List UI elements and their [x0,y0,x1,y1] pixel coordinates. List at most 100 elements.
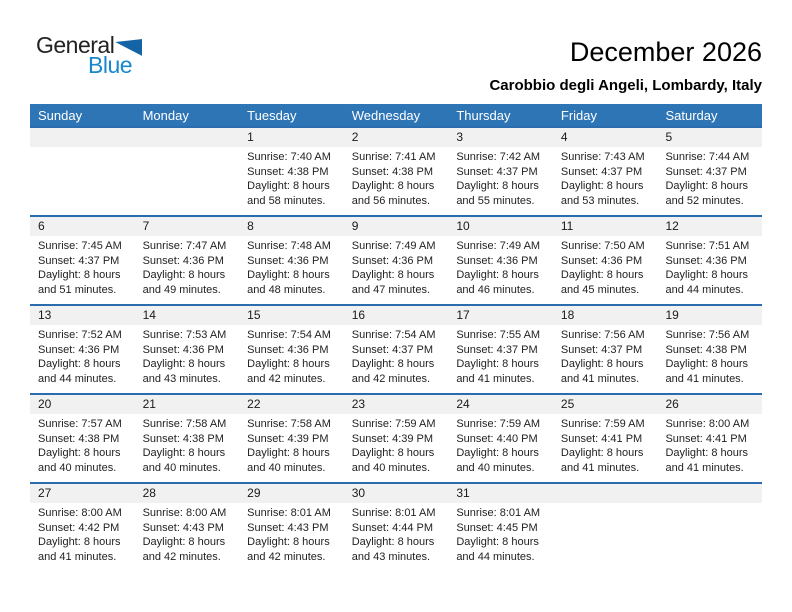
day-number: 17 [448,306,553,325]
daylight-text: Daylight: 8 hours and 42 minutes. [247,536,330,563]
day-number: 31 [448,484,553,503]
week-row: 13 Sunrise: 7:52 AM Sunset: 4:36 PM Dayligh… [30,304,763,393]
daylight-text: Daylight: 8 hours and 42 minutes. [247,358,330,385]
day-info: Sunrise: 7:51 AM Sunset: 4:36 PM Daylight:… [657,236,762,297]
weekday-tuesday: Tuesday [247,107,297,123]
day-info: Sunrise: 7:54 AM Sunset: 4:37 PM Daylight:… [344,325,449,386]
daylight-text: Daylight: 8 hours and 41 minutes. [38,536,121,563]
day-number: 21 [134,395,240,414]
sunrise-text: Sunrise: 7:55 AM [456,329,541,341]
sunrise-text: Sunrise: 7:50 AM [560,240,645,252]
empty-day-cell [552,484,658,571]
sunrise-text: Sunrise: 7:58 AM [142,418,227,430]
daylight-text: Daylight: 8 hours and 41 minutes. [560,358,644,385]
day-info: Sunrise: 7:59 AM Sunset: 4:40 PM Daylight:… [448,414,553,475]
daylight-text: Daylight: 8 hours and 53 minutes. [560,180,644,207]
daylight-text: Daylight: 8 hours and 48 minutes. [247,269,330,296]
sunrise-text: Sunrise: 7:48 AM [247,240,331,252]
weekday-sunday: Sunday [38,107,83,123]
daylight-text: Daylight: 8 hours and 55 minutes. [456,180,539,207]
day-number: 20 [30,395,135,414]
daylight-text: Daylight: 8 hours and 40 minutes. [142,447,226,474]
daylight-text: Daylight: 8 hours and 42 minutes. [142,536,226,563]
sunset-text: Sunset: 4:39 PM [351,432,434,445]
day-number: 5 [657,128,763,147]
day-info: Sunrise: 8:01 AM Sunset: 4:44 PM Daylight:… [344,503,449,564]
day-number: 24 [448,395,553,414]
sunset-text: Sunset: 4:38 PM [38,432,120,445]
day-cell: 1 Sunrise: 7:40 AM Sunset: 4:38 PM Daylight… [239,128,344,215]
sunset-text: Sunset: 4:37 PM [560,165,643,178]
day-number: 14 [134,306,240,325]
day-info: Sunrise: 7:53 AM Sunset: 4:36 PM Daylight:… [135,325,240,386]
daylight-text: Daylight: 8 hours and 40 minutes. [247,447,330,474]
day-cell: 21 Sunrise: 7:58 AM Sunset: 4:38 PM Dayligh… [134,395,240,482]
day-cell: 7 Sunrise: 7:47 AM Sunset: 4:36 PM Daylight… [134,217,240,304]
day-cell: 4 Sunrise: 7:43 AM Sunset: 4:37 PM Daylight… [552,128,658,215]
daylight-text: Daylight: 8 hours and 56 minutes. [351,180,435,207]
day-number: 4 [552,128,658,147]
day-info: Sunrise: 7:58 AM Sunset: 4:39 PM Daylight:… [239,414,344,475]
sunrise-text: Sunrise: 7:57 AM [38,418,122,430]
day-info: Sunrise: 8:00 AM Sunset: 4:41 PM Daylight:… [657,414,762,475]
day-info: Sunrise: 7:49 AM Sunset: 4:36 PM Daylight:… [448,236,553,297]
sunrise-text: Sunrise: 7:45 AM [38,240,122,252]
day-cell: 13 Sunrise: 7:52 AM Sunset: 4:36 PM Dayligh… [30,306,135,393]
day-info: Sunrise: 7:59 AM Sunset: 4:41 PM Daylight:… [553,414,658,475]
sunrise-text: Sunrise: 7:53 AM [142,329,227,341]
sunset-text: Sunset: 4:36 PM [665,254,747,267]
day-cell: 19 Sunrise: 7:56 AM Sunset: 4:38 PM Dayligh… [657,306,763,393]
day-number: 7 [134,217,240,236]
weekday-header-row: Sunday Monday Tuesday Wednesday Thursday Frid… [30,104,762,126]
daylight-text: Daylight: 8 hours and 41 minutes. [456,358,539,385]
sunrise-text: Sunrise: 7:43 AM [560,151,645,163]
day-number: 29 [239,484,344,503]
day-number [552,484,658,503]
daylight-text: Daylight: 8 hours and 47 minutes. [351,269,435,296]
daylight-text: Daylight: 8 hours and 41 minutes. [665,447,749,474]
header-titles: December 2026 Carobbio degli Angeli, Lom… [489,37,762,93]
day-cell: 10 Sunrise: 7:49 AM Sunset: 4:36 PM Dayligh… [448,217,553,304]
sunrise-text: Sunrise: 7:40 AM [247,151,331,163]
day-number: 1 [239,128,344,147]
day-number: 2 [343,128,449,147]
sunrise-text: Sunrise: 7:56 AM [665,329,750,341]
daylight-text: Daylight: 8 hours and 45 minutes. [560,269,644,296]
logo-text-blue: Blue [88,52,133,78]
day-cell: 31 Sunrise: 8:01 AM Sunset: 4:45 PM Dayligh… [448,484,553,571]
day-info: Sunrise: 7:52 AM Sunset: 4:36 PM Daylight:… [30,325,135,386]
day-info: Sunrise: 7:49 AM Sunset: 4:36 PM Daylight:… [344,236,449,297]
day-number: 27 [30,484,135,503]
day-number: 3 [448,128,553,147]
calendar-grid: Sunday Monday Tuesday Wednesday Thursday Frid… [30,104,763,571]
sunset-text: Sunset: 4:41 PM [665,432,747,445]
sunset-text: Sunset: 4:42 PM [38,521,120,534]
day-cell: 6 Sunrise: 7:45 AM Sunset: 4:37 PM Daylight… [30,217,135,304]
day-number: 22 [239,395,344,414]
day-number: 23 [343,395,449,414]
daylight-text: Daylight: 8 hours and 58 minutes. [247,180,330,207]
sunrise-text: Sunrise: 8:00 AM [38,507,122,519]
day-info: Sunrise: 7:42 AM Sunset: 4:37 PM Daylight:… [448,147,553,208]
day-number: 6 [30,217,135,236]
day-info: Sunrise: 7:50 AM Sunset: 4:36 PM Daylight:… [553,236,658,297]
day-cell: 30 Sunrise: 8:01 AM Sunset: 4:44 PM Dayligh… [343,484,449,571]
day-info: Sunrise: 8:00 AM Sunset: 4:42 PM Daylight:… [30,503,135,564]
week-row: 27 Sunrise: 8:00 AM Sunset: 4:42 PM Dayligh… [30,482,763,571]
day-info: Sunrise: 8:01 AM Sunset: 4:43 PM Daylight:… [239,503,344,564]
sunset-text: Sunset: 4:37 PM [456,165,538,178]
day-number [134,128,240,147]
sunset-text: Sunset: 4:36 PM [38,343,120,356]
day-info: Sunrise: 7:41 AM Sunset: 4:38 PM Daylight:… [344,147,449,208]
day-info: Sunrise: 8:01 AM Sunset: 4:45 PM Daylight:… [448,503,553,564]
day-number: 10 [448,217,553,236]
day-number: 8 [239,217,344,236]
sunrise-text: Sunrise: 7:58 AM [247,418,331,430]
day-cell: 17 Sunrise: 7:55 AM Sunset: 4:37 PM Dayligh… [448,306,553,393]
sunset-text: Sunset: 4:41 PM [560,432,643,445]
daylight-text: Daylight: 8 hours and 49 minutes. [142,269,226,296]
empty-day-cell [657,484,763,571]
sunset-text: Sunset: 4:36 PM [351,254,434,267]
day-cell: 12 Sunrise: 7:51 AM Sunset: 4:36 PM Dayligh… [657,217,763,304]
day-info: Sunrise: 7:54 AM Sunset: 4:36 PM Daylight:… [239,325,344,386]
